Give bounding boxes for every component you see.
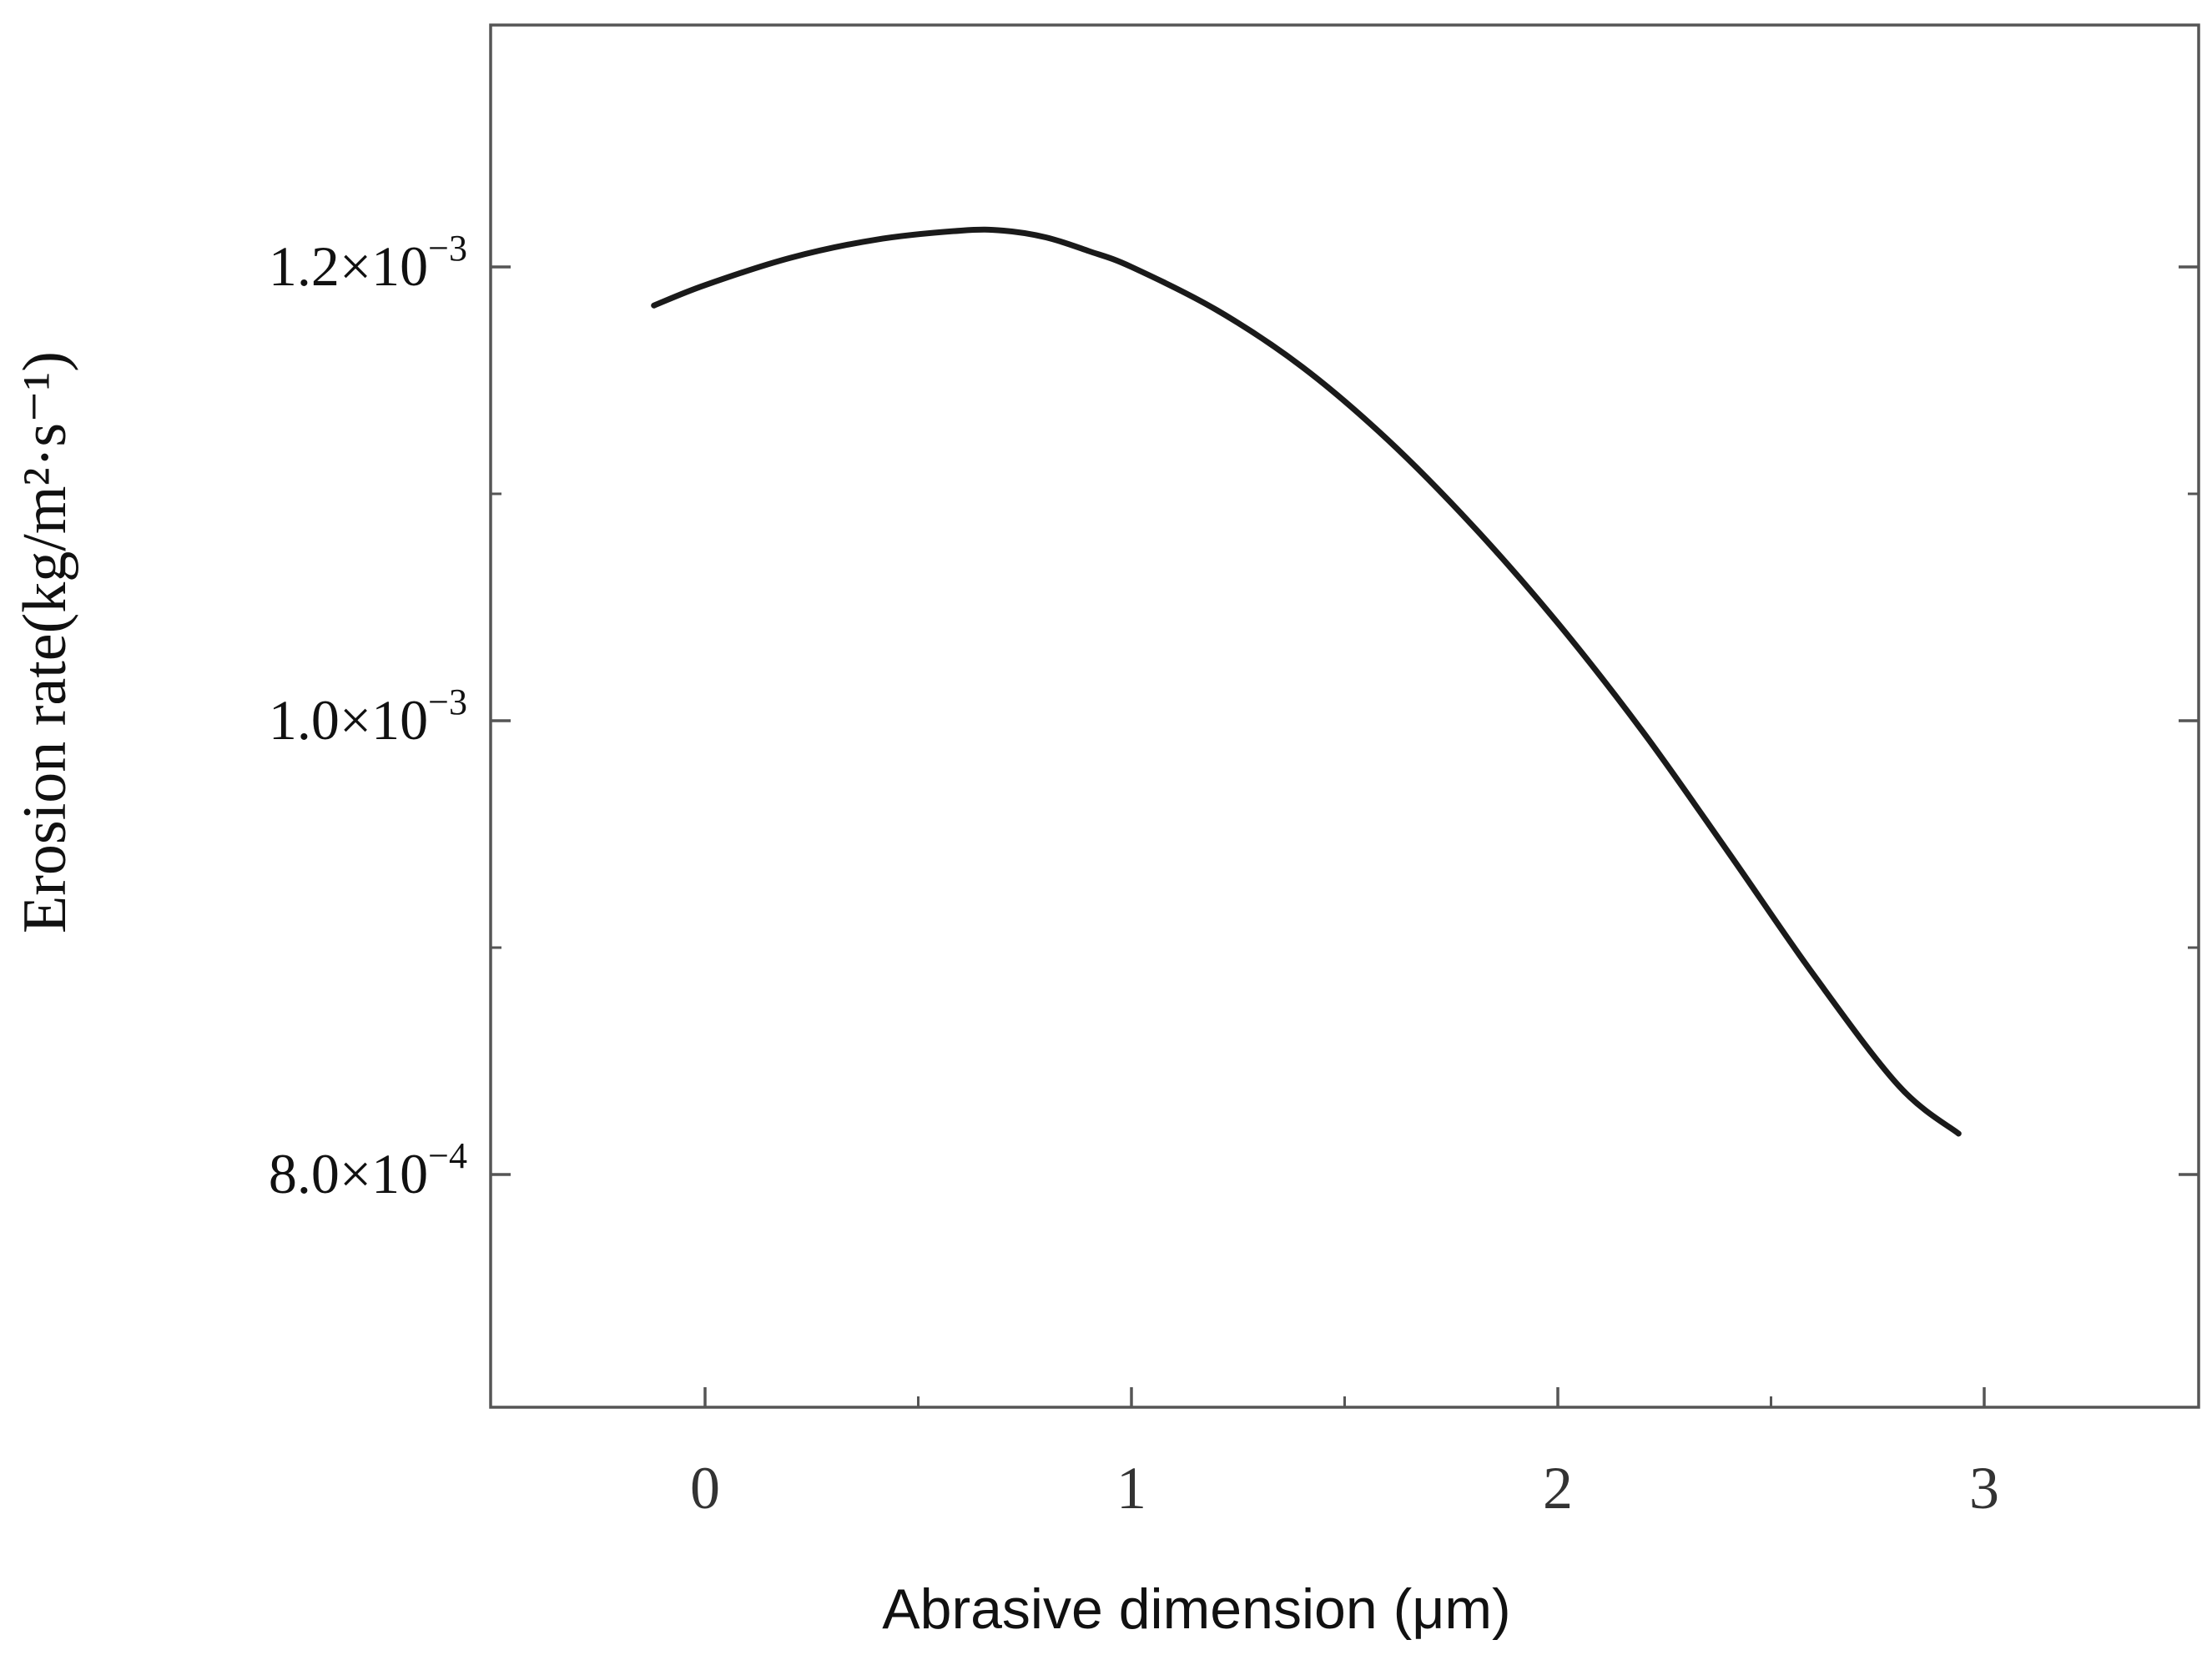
y-axis-label: Erosion rate(kg/m²·s⁻¹) (11, 351, 79, 933)
y-tick-exponent: −3 (428, 228, 467, 269)
x-axis-label: Abrasive dimension (μm) (882, 1577, 1510, 1641)
x-axis-ticks (703, 1387, 1986, 1407)
y-tick-mantissa: 1.0×10 (269, 688, 428, 752)
y-tick-exponent: −4 (428, 1135, 467, 1176)
y-tick-mantissa: 8.0×10 (269, 1142, 428, 1205)
y-axis-ticks (491, 265, 2199, 1176)
y-tick-mantissa: 1.2×10 (269, 234, 428, 298)
y-axis-tick-labels: 8.0×10−41.0×10−31.2×10−3 (269, 228, 467, 1205)
y-tick-label: 1.0×10−3 (269, 682, 467, 752)
series-line (651, 226, 1962, 1137)
y-tick-label: 1.2×10−3 (269, 228, 467, 298)
y-tick-label: 8.0×10−4 (269, 1135, 467, 1205)
series-layer (651, 226, 1962, 1137)
y-tick-exponent: −3 (428, 682, 467, 722)
x-axis-tick-labels: 0 1 2 3 (690, 1455, 1999, 1522)
x-tick-label: 2 (1543, 1455, 1573, 1522)
plot-frame (489, 23, 2200, 1409)
x-tick-label: 3 (1969, 1455, 1999, 1522)
x-tick-label: 1 (1116, 1455, 1146, 1522)
x-tick-label: 0 (690, 1455, 720, 1522)
